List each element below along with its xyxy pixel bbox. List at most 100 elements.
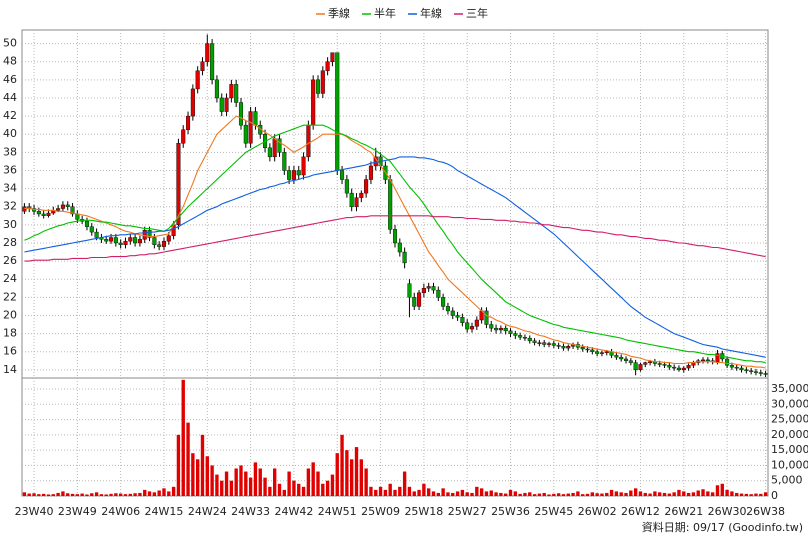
volume-bar (133, 493, 137, 496)
legend-label: 年線 (420, 6, 442, 20)
volume-bar (532, 494, 537, 496)
volume-bar (686, 492, 691, 496)
y-tick-label: 32 (3, 200, 17, 213)
y-tick-label: 44 (3, 91, 17, 104)
volume-bar (85, 494, 89, 496)
candle-body (489, 324, 494, 329)
volume-bar (224, 471, 229, 496)
candle-body (152, 237, 157, 245)
volume-bar (504, 493, 508, 496)
candle-body (36, 211, 41, 215)
volume-bar (547, 494, 551, 496)
candle-body (753, 371, 758, 373)
volume-tick-label: 10,000 (771, 458, 808, 471)
candle-body (349, 192, 354, 207)
volume-bar (393, 489, 397, 496)
x-tick-label: 25W27 (448, 505, 487, 518)
volume-bar (210, 465, 214, 496)
volume-tick-label: 35,000 (771, 382, 808, 395)
candle-body (556, 345, 561, 347)
volume-bar (325, 480, 330, 496)
candle-body (431, 286, 436, 291)
candle-body (368, 165, 373, 180)
volume-bar (600, 493, 604, 496)
volume-bar (191, 453, 195, 496)
legend-label: 半年 (374, 6, 396, 20)
volume-bar (354, 447, 359, 496)
candle-body (157, 244, 162, 247)
volume-bar (451, 492, 455, 496)
volume-bar (301, 486, 306, 496)
candle-body (133, 237, 138, 244)
candle-body (229, 84, 234, 99)
candle-body (46, 212, 51, 216)
volume-bar (643, 492, 647, 496)
volume-bar (123, 494, 128, 496)
volume-bar (735, 492, 739, 496)
candle-body (460, 317, 465, 323)
volume-bar (672, 492, 676, 496)
candle-body (407, 283, 412, 298)
candle-body (282, 152, 287, 171)
volume-bar (234, 468, 238, 496)
volume-bar (152, 492, 157, 496)
volume-bar (633, 488, 638, 496)
volume-bar (542, 492, 546, 496)
y-tick-label: 42 (3, 109, 17, 122)
volume-bar (248, 477, 253, 496)
candle-body (676, 367, 681, 371)
candle-body (89, 226, 94, 233)
candle-body (176, 143, 181, 226)
volume-bar (186, 422, 190, 496)
candle-body (392, 229, 398, 244)
candle-body (320, 70, 325, 94)
candle-body (147, 230, 152, 238)
candle-body (56, 208, 61, 211)
volume-bar (104, 494, 108, 496)
candle-body (662, 364, 667, 366)
candle-body (566, 346, 571, 349)
candle-body (190, 88, 195, 117)
candle-body (166, 235, 171, 242)
volume-bar (763, 492, 768, 496)
y-tick-label: 28 (3, 236, 17, 249)
volume-bar (696, 490, 700, 496)
candle-body (518, 335, 523, 338)
candle-body (41, 213, 46, 216)
candle-body (445, 306, 450, 312)
volume-bar (710, 492, 715, 496)
volume-bar (552, 493, 556, 496)
volume-bar (118, 493, 123, 496)
volume-bar (147, 491, 152, 496)
candle-body (402, 251, 407, 264)
candle-body (301, 156, 306, 176)
volume-bar (475, 486, 479, 496)
candle-body (224, 97, 229, 112)
candle-body (344, 179, 349, 194)
volume-bar (523, 492, 527, 496)
candle-body (354, 197, 359, 207)
candle-body (277, 138, 282, 153)
candle-body (700, 359, 706, 362)
footer: 資料日期: 09/17 (Goodinfo.tw) (642, 520, 803, 534)
x-tick-label: 24W06 (101, 505, 140, 518)
volume-bar (378, 486, 383, 496)
volume-bar (614, 491, 619, 496)
volume-bar (90, 493, 94, 496)
candle-body (628, 360, 633, 363)
volume-bar (195, 459, 200, 496)
volume-bar (691, 492, 696, 496)
volume-bar (143, 489, 147, 496)
volume-bar (422, 483, 426, 496)
x-tick-label: 26W21 (664, 505, 703, 518)
candle-body (758, 372, 763, 374)
candle-body (623, 358, 629, 361)
plot-frame (21, 29, 769, 497)
candle-body (234, 84, 239, 103)
candle-body (484, 310, 489, 325)
volume-bar (759, 493, 763, 496)
x-tick-label: 25W18 (404, 505, 443, 518)
volume-bar (499, 492, 503, 496)
volume-bar (417, 489, 421, 496)
volume-bar (345, 450, 349, 496)
